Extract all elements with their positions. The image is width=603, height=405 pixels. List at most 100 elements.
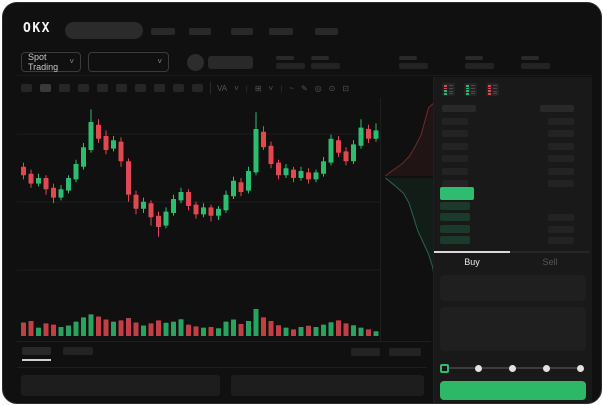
dash xyxy=(471,93,475,95)
ticker-stat-value xyxy=(465,63,494,69)
header-divider xyxy=(17,75,592,76)
chevron-down-icon: ˅ xyxy=(157,57,162,66)
okx-logo[interactable]: OKX xyxy=(23,21,51,36)
bottom-tab-underline xyxy=(22,359,51,361)
ask-price-placeholder xyxy=(442,180,468,187)
timeframe-button[interactable] xyxy=(116,84,127,92)
ask-amount-placeholder xyxy=(548,118,574,125)
bottom-action[interactable] xyxy=(351,348,380,356)
red-mark xyxy=(444,87,447,90)
bid-price-placeholder xyxy=(440,236,470,245)
bottom-panel-right xyxy=(231,375,424,396)
timeframe-button[interactable] xyxy=(97,84,108,92)
nav-item[interactable] xyxy=(231,28,253,35)
draw-icon[interactable]: ✎ xyxy=(300,84,308,93)
candlestick-chart[interactable] xyxy=(17,98,381,341)
slider-dot[interactable] xyxy=(508,364,516,372)
bid-amount-placeholder xyxy=(548,225,574,233)
line-tool-icon[interactable]: ~ xyxy=(289,84,294,93)
ask-price-placeholder xyxy=(442,167,468,175)
dash xyxy=(493,87,497,90)
ticker-stat-value xyxy=(311,63,340,69)
nav-item[interactable] xyxy=(315,28,338,35)
orderbook-both-icon[interactable] xyxy=(442,83,455,96)
timeframe-button[interactable] xyxy=(59,84,70,92)
ticker-stat-label xyxy=(311,56,329,60)
nav-item[interactable] xyxy=(269,28,293,35)
ask-price-placeholder xyxy=(442,118,468,125)
timeframe-button[interactable] xyxy=(21,84,32,92)
pair-selector-dropdown[interactable]: ˅ xyxy=(88,52,169,72)
orderbook-trade-panel: Buy Sell xyxy=(433,77,592,403)
dash xyxy=(493,90,497,92)
timeframe-button[interactable] xyxy=(154,84,165,92)
dash xyxy=(493,93,497,95)
green-mark xyxy=(466,85,469,87)
ask-price-placeholder xyxy=(442,155,468,163)
bid-price-placeholder xyxy=(440,202,470,210)
chevron-down-icon: ˅ xyxy=(69,57,74,66)
timeframe-button[interactable] xyxy=(135,84,146,92)
timeframe-button[interactable] xyxy=(173,84,184,92)
bid-amount-placeholder xyxy=(548,237,574,245)
dash xyxy=(449,85,453,87)
slider-dot[interactable] xyxy=(474,364,482,372)
timeframe-button[interactable] xyxy=(192,84,203,92)
orderbook-bids-icon[interactable] xyxy=(464,83,477,96)
amount-input[interactable] xyxy=(440,307,586,351)
bottom-action[interactable] xyxy=(389,348,421,356)
market-type-dropdown[interactable]: Spot Trading ˅ xyxy=(21,52,81,72)
green-mark xyxy=(466,92,469,95)
chart-bottom-divider xyxy=(17,341,431,342)
buy-submit-button[interactable] xyxy=(440,381,586,400)
ticker-stat-label xyxy=(276,56,294,60)
orderbook-amount-header xyxy=(540,105,574,112)
ask-amount-placeholder xyxy=(548,142,574,150)
ticker-stat-value xyxy=(521,63,550,69)
chevron-down-icon[interactable]: ˅ xyxy=(268,84,274,93)
orderbook-price-header xyxy=(442,105,476,112)
ask-amount-placeholder xyxy=(548,180,574,187)
ticker-stat-value xyxy=(276,63,305,69)
red-mark xyxy=(488,92,491,95)
chart-type-icon[interactable]: ⊞ xyxy=(254,84,262,93)
timeframe-button[interactable] xyxy=(78,84,89,92)
ask-price-placeholder xyxy=(442,130,468,138)
bid-price-placeholder xyxy=(440,224,470,233)
timeframe-button[interactable] xyxy=(40,84,51,92)
dash xyxy=(471,87,475,90)
bottom-tab[interactable] xyxy=(63,347,93,355)
settings-icon[interactable]: ⊙ xyxy=(328,84,336,93)
ask-amount-placeholder xyxy=(548,130,574,138)
slider-handle[interactable] xyxy=(439,363,449,373)
dash xyxy=(449,90,453,92)
bid-price-placeholder xyxy=(440,213,470,222)
market-type-label: Spot Trading xyxy=(28,52,59,72)
indicators-icon[interactable]: VA xyxy=(217,84,228,93)
fullscreen-icon[interactable]: ⊡ xyxy=(342,84,350,93)
bottom-tab-active[interactable] xyxy=(22,347,51,355)
ask-price-placeholder xyxy=(442,142,468,150)
price-input[interactable] xyxy=(440,275,586,301)
ask-amount-placeholder xyxy=(548,155,574,163)
orderbook-asks-icon[interactable] xyxy=(486,83,499,96)
tab-buy[interactable]: Buy xyxy=(434,251,510,271)
chevron-down-icon[interactable]: ˅ xyxy=(234,84,239,93)
red-mark xyxy=(444,85,447,87)
search-input[interactable] xyxy=(65,22,143,39)
tab-sell[interactable]: Sell xyxy=(510,251,590,271)
green-mark xyxy=(466,90,469,92)
nav-item[interactable] xyxy=(151,28,175,35)
toolbar-divider xyxy=(210,82,211,94)
coin-avatar xyxy=(187,54,204,71)
slider-dot[interactable] xyxy=(576,364,584,372)
dash xyxy=(471,85,475,87)
nav-item[interactable] xyxy=(189,28,211,35)
green-mark xyxy=(466,87,469,90)
snapshot-icon[interactable]: ◎ xyxy=(314,84,322,93)
bottom-panel-left xyxy=(21,375,220,396)
chart-toolbar-icons: VA ˅ | ⊞ ˅ | ~ ✎ ◎ ⊙ ⊡ xyxy=(217,82,349,96)
ask-amount-placeholder xyxy=(548,167,574,175)
slider-dot[interactable] xyxy=(542,364,550,372)
